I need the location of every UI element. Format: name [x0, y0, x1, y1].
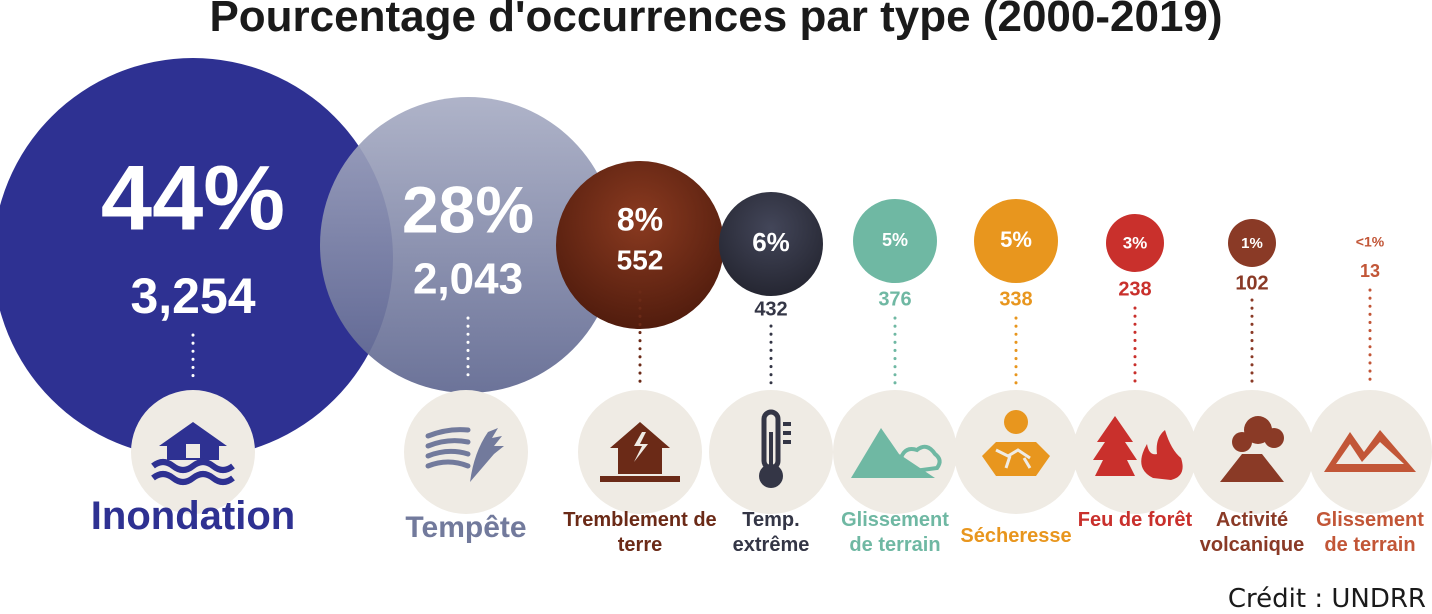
category-label-7: Feu de forêt	[1077, 509, 1193, 531]
category-label-8: Activité volcanique	[1199, 509, 1305, 556]
category-label-6: Sécheresse	[960, 525, 1072, 547]
count-label-5: 376	[878, 288, 911, 310]
percent-label-9: <1%	[1356, 234, 1385, 250]
mountain-slide-icon	[1324, 430, 1416, 472]
thermometer-icon	[759, 409, 791, 488]
percent-label-6: 5%	[1000, 227, 1032, 252]
category-label-9: Glissement de terrain	[1316, 509, 1424, 556]
icon-circle-8	[1190, 390, 1314, 514]
category-label-1: Inondation	[90, 494, 296, 538]
percent-label-5: 5%	[882, 230, 908, 250]
storm-wind-icon	[425, 427, 504, 482]
flood-house-icon	[151, 422, 235, 485]
count-label-3: 552	[617, 244, 664, 275]
wildfire-icon	[1093, 416, 1183, 480]
bubble-7	[1106, 214, 1164, 272]
bubble-2	[320, 97, 616, 393]
landslide-icon	[851, 428, 942, 478]
count-label-7: 238	[1118, 278, 1151, 300]
bubble-8	[1228, 219, 1276, 267]
bubble-5	[853, 199, 937, 283]
count-label-2: 2,043	[413, 255, 523, 304]
chart-title: Pourcentage d'occurrences par type (2000…	[209, 0, 1223, 41]
count-label-4: 432	[754, 298, 787, 320]
volcano-icon	[1220, 416, 1284, 482]
count-label-6: 338	[999, 288, 1032, 310]
percent-label-7: 3%	[1123, 233, 1148, 252]
count-label-8: 102	[1235, 272, 1268, 294]
percent-label-8: 1%	[1241, 235, 1263, 252]
count-label-1: 3,254	[130, 268, 255, 324]
category-label-5: Glissement de terrain	[841, 509, 949, 556]
category-label-2: Tempête	[405, 511, 527, 544]
percent-label-3: 8%	[617, 201, 663, 237]
bubble-1	[0, 58, 393, 458]
icon-circle-7	[1073, 390, 1197, 514]
bubble-4	[719, 192, 823, 296]
category-label-3: Tremblement de terre	[563, 509, 717, 556]
drought-sun-icon	[982, 410, 1050, 476]
category-label-4: Temp. extrême	[732, 509, 810, 556]
bubble-6	[974, 199, 1058, 283]
percent-label-2: 28%	[402, 172, 534, 246]
percent-label-1: 44%	[101, 147, 285, 249]
earthquake-house-icon	[600, 422, 680, 482]
count-label-9: 13	[1360, 261, 1380, 281]
credit-text: Crédit : UNDRR	[1227, 584, 1426, 614]
bubble-3	[556, 161, 724, 329]
percent-label-4: 6%	[752, 227, 790, 257]
